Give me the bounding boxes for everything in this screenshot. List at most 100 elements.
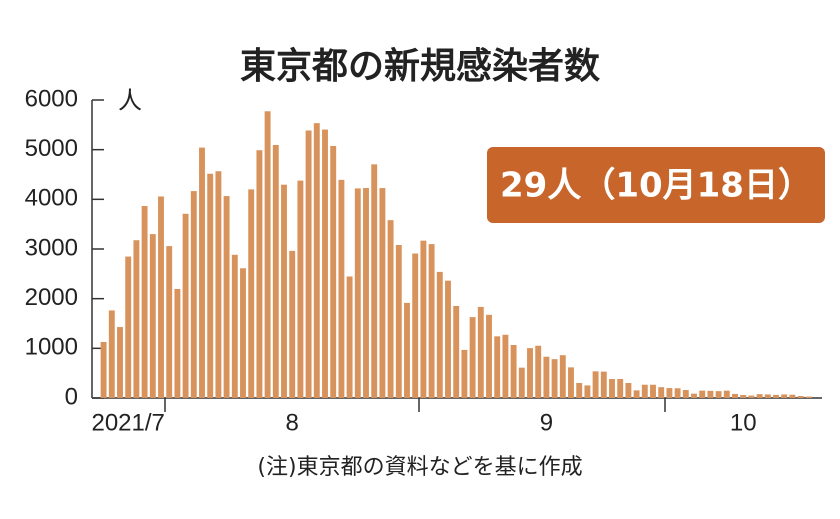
bar — [190, 191, 197, 398]
bar — [732, 393, 738, 398]
x-tick-label: 2021/7 — [91, 409, 164, 436]
bar — [797, 396, 804, 398]
bar — [174, 288, 181, 398]
bar — [272, 144, 279, 398]
bar — [371, 164, 378, 398]
bar — [231, 254, 238, 398]
bar — [436, 271, 443, 398]
x-tick-label: 9 — [540, 409, 553, 436]
bar — [215, 171, 222, 398]
bar — [502, 334, 509, 398]
bar — [404, 302, 410, 398]
bar — [756, 394, 763, 398]
bar — [428, 244, 435, 398]
bar — [773, 394, 779, 398]
note: (注)東京都の資料などを基に作成 — [257, 455, 582, 480]
chart-title: 東京都の新規感染者数 — [240, 45, 600, 87]
bar — [674, 388, 681, 398]
bar — [166, 246, 173, 398]
y-tick-label: 2000 — [25, 284, 78, 311]
bar — [518, 367, 525, 398]
bar — [141, 206, 148, 398]
bar — [609, 379, 615, 398]
bar — [535, 345, 542, 398]
bar — [108, 310, 115, 398]
bar — [764, 394, 771, 398]
bar — [207, 173, 214, 398]
bar — [510, 345, 517, 398]
bar — [289, 250, 296, 398]
bar — [453, 305, 460, 398]
bar — [625, 383, 632, 398]
x-tick-label: 10 — [730, 409, 757, 436]
bar — [789, 394, 796, 398]
bar — [395, 244, 402, 398]
bar — [715, 391, 722, 398]
bar — [264, 111, 271, 399]
bar — [748, 395, 755, 398]
x-tick-label: 8 — [286, 409, 299, 436]
bar — [387, 220, 394, 398]
y-tick-label: 1000 — [25, 334, 78, 361]
bar — [149, 234, 156, 398]
bar — [576, 383, 583, 398]
bar — [559, 355, 566, 398]
bar — [781, 394, 788, 398]
bar — [223, 196, 230, 398]
bar — [633, 390, 640, 398]
bar — [133, 240, 140, 398]
bar — [256, 150, 263, 398]
bar — [354, 188, 361, 398]
bar — [420, 240, 427, 398]
bar — [551, 359, 558, 398]
bar — [477, 306, 484, 398]
bar — [158, 196, 164, 398]
bar — [363, 188, 369, 398]
bar — [313, 123, 320, 399]
bar — [486, 314, 492, 398]
bar — [281, 184, 287, 398]
bar — [666, 388, 673, 398]
y-unit: 人 — [118, 87, 142, 114]
bar — [494, 336, 501, 398]
bar — [592, 371, 599, 398]
bar — [641, 384, 648, 398]
bar — [182, 213, 189, 398]
bar — [117, 327, 123, 398]
bar — [330, 145, 337, 398]
bar — [543, 356, 550, 398]
bar — [584, 385, 591, 398]
bar — [568, 367, 574, 398]
bar — [346, 276, 353, 398]
y-tick-label: 0 — [65, 383, 78, 410]
bar — [248, 189, 255, 398]
bar — [699, 390, 706, 398]
bar — [617, 378, 624, 398]
bar — [412, 253, 419, 398]
y-tick-label: 4000 — [25, 185, 78, 212]
annotation: 29人（10月18日） — [500, 166, 812, 206]
bar — [707, 390, 714, 398]
bar — [805, 396, 812, 398]
bar — [527, 348, 533, 398]
bar — [338, 179, 345, 398]
y-tick-label: 3000 — [25, 234, 78, 261]
bar — [740, 395, 747, 398]
bar — [125, 256, 132, 398]
bar — [723, 390, 730, 398]
bar — [691, 393, 697, 398]
bar — [650, 384, 656, 398]
bar — [461, 349, 468, 398]
bar — [469, 317, 476, 398]
bar — [600, 371, 607, 398]
bar — [682, 390, 689, 398]
bar — [445, 280, 451, 398]
annotation-badge — [487, 147, 825, 223]
bar — [379, 188, 386, 398]
bar — [240, 268, 246, 398]
bar — [658, 387, 665, 398]
bar — [100, 341, 107, 398]
y-tick-label: 6000 — [25, 85, 78, 112]
bar — [199, 147, 205, 398]
